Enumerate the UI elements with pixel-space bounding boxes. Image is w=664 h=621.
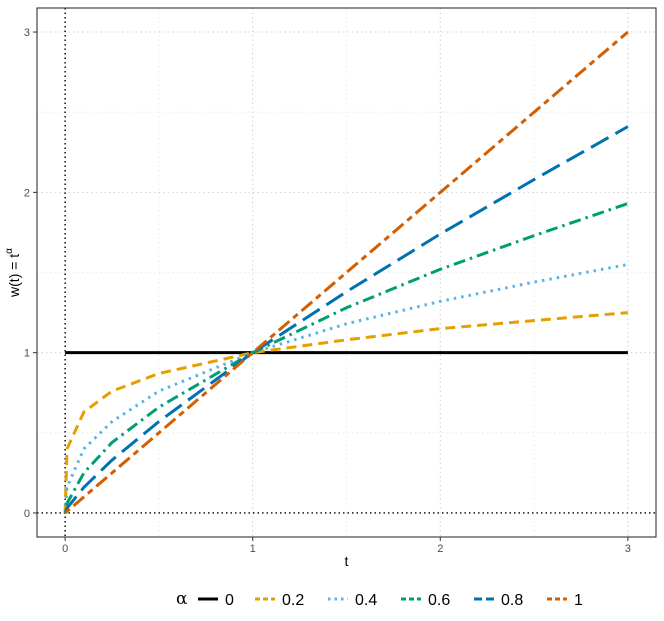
y-axis-title-base: w(t) = t [6, 254, 22, 298]
y-axis-title: w(t) = tα [4, 248, 22, 298]
reference-lines [37, 8, 656, 537]
y-tick-label: 1 [24, 348, 30, 360]
x-axis-title: t [345, 553, 349, 569]
series-line-alpha-0-8 [63, 125, 629, 514]
legend-label-alpha-0-8: 0.8 [501, 592, 523, 609]
x-tick-label: 0 [62, 543, 68, 555]
legend-label-alpha-0-6: 0.6 [428, 592, 450, 609]
y-axis-ticks: 0 1 2 3 [24, 27, 37, 520]
x-tick-label: 1 [250, 543, 256, 555]
series-lines [63, 30, 629, 515]
y-tick-label: 0 [24, 508, 30, 520]
y-tick-label: 2 [24, 187, 30, 199]
legend-label-alpha-0: 0 [225, 592, 234, 609]
legend-label-alpha-1: 1 [574, 592, 583, 609]
series-line-alpha-0-2 [63, 311, 628, 513]
legend-title: α [176, 589, 188, 609]
x-tick-label: 2 [437, 543, 443, 555]
x-tick-label: 3 [625, 543, 631, 555]
grid [37, 8, 656, 537]
y-tick-label: 3 [24, 27, 30, 39]
series-line-alpha-0-6 [63, 202, 629, 514]
x-axis-ticks: 0 1 2 3 [62, 537, 631, 555]
y-axis-title-superscript: α [4, 248, 15, 254]
legend-label-alpha-0-4: 0.4 [355, 592, 377, 609]
series-line-alpha-1 [64, 30, 629, 515]
legend: α 0 0.2 0.4 0.6 0.8 1 [176, 589, 583, 609]
legend-label-alpha-0-2: 0.2 [282, 592, 304, 609]
plot-panel-border [36, 7, 657, 538]
series-line-alpha-0-4 [63, 263, 629, 514]
